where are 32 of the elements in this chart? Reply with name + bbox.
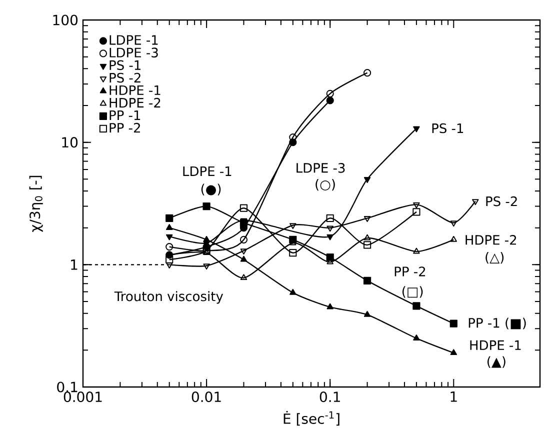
annotation: PP -1 (■) [468,318,526,330]
y-axis-title: χ/3η$_{0}$ [-] [29,176,43,232]
annotation: (○) [316,179,335,191]
annotation: PS -2 [486,196,517,206]
y-tick-label: 100 [53,14,78,26]
y-tick-label: 10 [62,137,78,148]
annotation: (▲) [487,356,506,368]
annotation: (□) [402,286,423,298]
legend-label: PS -2 [110,72,140,83]
annotation: Trouton viscosity [114,291,224,304]
x-tick-label: 1 [450,392,457,402]
legend-label: HDPE -2 [110,98,160,108]
annotation: LDPE -1 [183,166,232,176]
annotation: HDPE -2 [466,235,516,245]
x-tick-label: 0.01 [192,392,221,402]
annotation: LDPE -3 [296,162,345,173]
y-tick-label: 1 [71,260,78,270]
legend-label: LDPE -1 [110,35,158,45]
legend-label: PS -1 [110,60,140,70]
x-tick-label: 0.001 [64,392,102,402]
annotation: HDPE -1 [470,340,521,350]
x-tick-label: 0.1 [320,392,340,402]
legend-label: LDPE -3 [110,48,158,58]
legend-label: HDPE -1 [110,85,160,95]
legend-label: PP -2 [110,122,140,133]
annotation: PS -1 [432,123,464,134]
annotation: (△) [486,252,504,264]
annotation: PP -2 [394,266,426,276]
x-axis-title: Ė [sec$^{-1}$] [284,410,340,426]
y-tick-label: 0.1 [57,382,78,392]
legend-label: PP -1 [110,110,140,120]
annotation: (●) [201,184,221,196]
